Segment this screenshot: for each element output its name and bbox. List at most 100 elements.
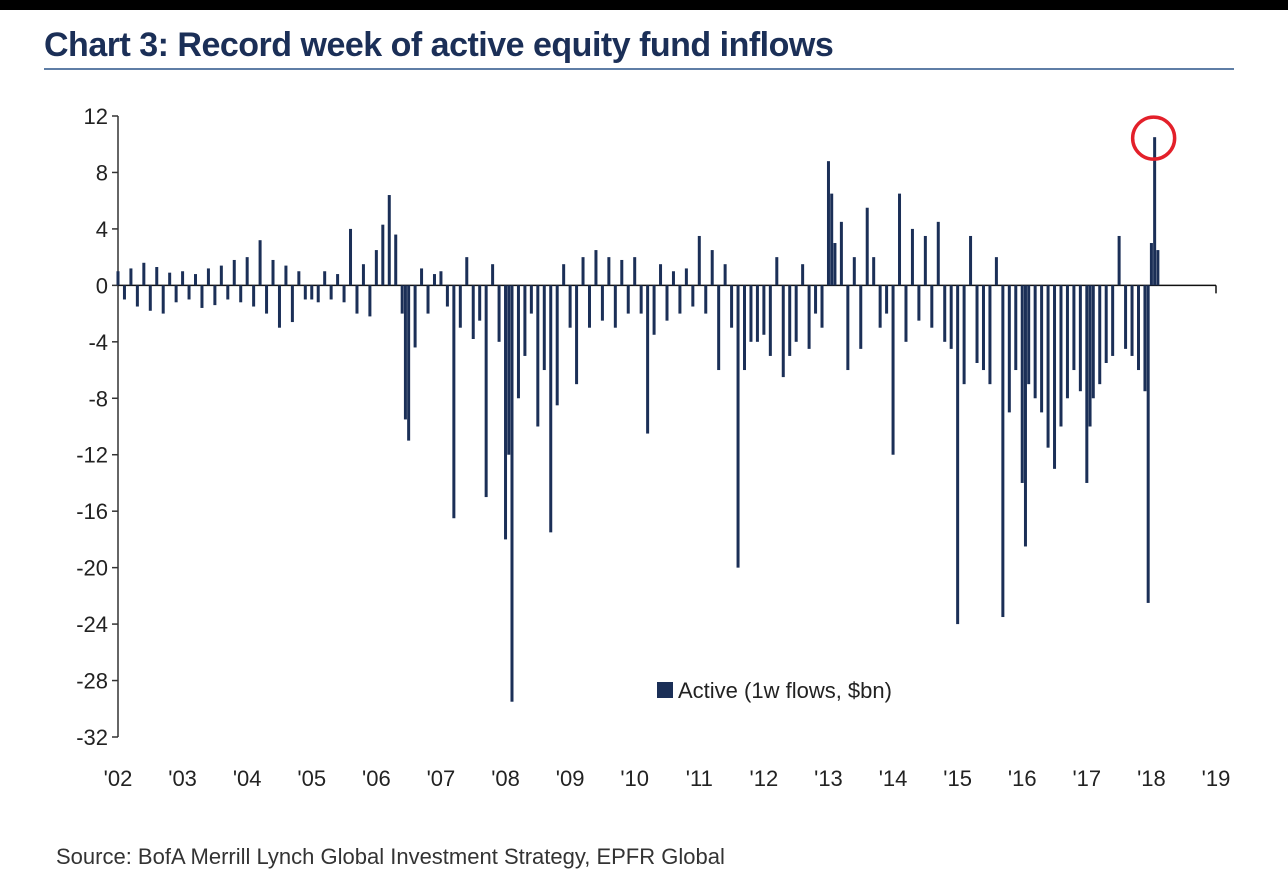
chart-title: Chart 3: Record week of active equity fu… xyxy=(44,26,834,64)
x-tick-label: '08 xyxy=(491,766,520,791)
bar xyxy=(148,285,152,311)
bar xyxy=(736,285,740,568)
x-tick-label: '16 xyxy=(1008,766,1037,791)
x-tick-label: '12 xyxy=(750,766,779,791)
x-tick-label: '13 xyxy=(814,766,843,791)
bar xyxy=(297,271,301,286)
bar xyxy=(549,285,553,533)
bar xyxy=(587,285,591,328)
bar xyxy=(1088,285,1092,427)
bar xyxy=(775,257,779,286)
bar xyxy=(206,268,210,286)
bar xyxy=(394,234,398,286)
bar xyxy=(891,285,895,455)
bar xyxy=(1072,285,1076,371)
x-tick-label: '14 xyxy=(879,766,908,791)
y-tick-label: -24 xyxy=(76,612,108,637)
bar xyxy=(174,285,178,303)
bar xyxy=(904,285,908,342)
bar xyxy=(730,285,734,328)
bar xyxy=(607,257,611,286)
y-tick-label: 12 xyxy=(84,104,108,129)
bar xyxy=(245,257,249,286)
x-tick-label: '09 xyxy=(556,766,585,791)
bar xyxy=(403,285,407,420)
bar xyxy=(749,285,753,342)
y-tick-label: 0 xyxy=(96,273,108,298)
bar xyxy=(975,285,979,363)
bar xyxy=(678,285,682,314)
bar xyxy=(200,285,204,308)
legend-swatch xyxy=(657,682,673,698)
bar xyxy=(407,285,411,441)
bar xyxy=(830,193,834,286)
x-tick-label: '03 xyxy=(168,766,197,791)
bar xyxy=(626,285,630,314)
bar xyxy=(478,285,482,321)
bar xyxy=(361,264,365,286)
bar xyxy=(981,285,985,371)
bar xyxy=(439,271,443,286)
bar xyxy=(155,267,159,286)
bar xyxy=(652,285,656,335)
x-tick-label: '17 xyxy=(1072,766,1101,791)
bar xyxy=(930,285,934,328)
bar xyxy=(659,264,663,286)
bar xyxy=(717,285,721,371)
bar-series-active xyxy=(116,137,1160,702)
x-tick-label: '05 xyxy=(297,766,326,791)
bar xyxy=(575,285,579,385)
bar xyxy=(878,285,882,328)
x-tick-label: '11 xyxy=(686,766,713,791)
annotation-layer xyxy=(1130,115,1177,161)
bar xyxy=(1033,285,1037,399)
bar xyxy=(1078,285,1082,392)
bar xyxy=(1149,243,1153,286)
bar xyxy=(1130,285,1134,356)
bar xyxy=(523,285,527,356)
bar xyxy=(613,285,617,328)
bar xyxy=(226,285,230,300)
bar xyxy=(917,285,921,321)
bar xyxy=(277,285,281,328)
bar xyxy=(594,250,598,286)
bar xyxy=(426,285,430,314)
bar xyxy=(1111,285,1115,356)
bar xyxy=(387,195,391,286)
bar xyxy=(1040,285,1044,413)
bar xyxy=(898,193,902,286)
bar xyxy=(639,285,643,314)
bar xyxy=(400,285,404,314)
legend: Active (1w flows, $bn) xyxy=(657,678,892,703)
bar xyxy=(1104,285,1108,363)
bar xyxy=(219,265,223,286)
bar xyxy=(1091,285,1095,399)
bar xyxy=(781,285,785,378)
bar xyxy=(542,285,546,371)
bar xyxy=(303,285,307,300)
bar xyxy=(458,285,462,328)
bar xyxy=(1046,285,1050,448)
bar xyxy=(413,285,417,348)
bar xyxy=(1059,285,1063,427)
bar xyxy=(969,235,973,286)
bar xyxy=(852,257,856,286)
bar xyxy=(1085,285,1089,483)
bar xyxy=(484,285,488,498)
bar xyxy=(743,285,747,371)
bar xyxy=(336,274,340,286)
bar xyxy=(1014,285,1018,371)
bar xyxy=(600,285,604,321)
bar xyxy=(704,285,708,314)
bar xyxy=(213,285,217,306)
x-tick-label: '19 xyxy=(1202,766,1231,791)
y-tick-label: -32 xyxy=(76,725,108,750)
x-tick-label: '06 xyxy=(362,766,391,791)
bar xyxy=(710,250,714,286)
top-band xyxy=(0,0,1288,10)
bar xyxy=(342,285,346,303)
bar xyxy=(161,285,165,314)
y-tick-label: -16 xyxy=(76,499,108,524)
bar xyxy=(252,285,256,307)
bar xyxy=(814,285,818,314)
